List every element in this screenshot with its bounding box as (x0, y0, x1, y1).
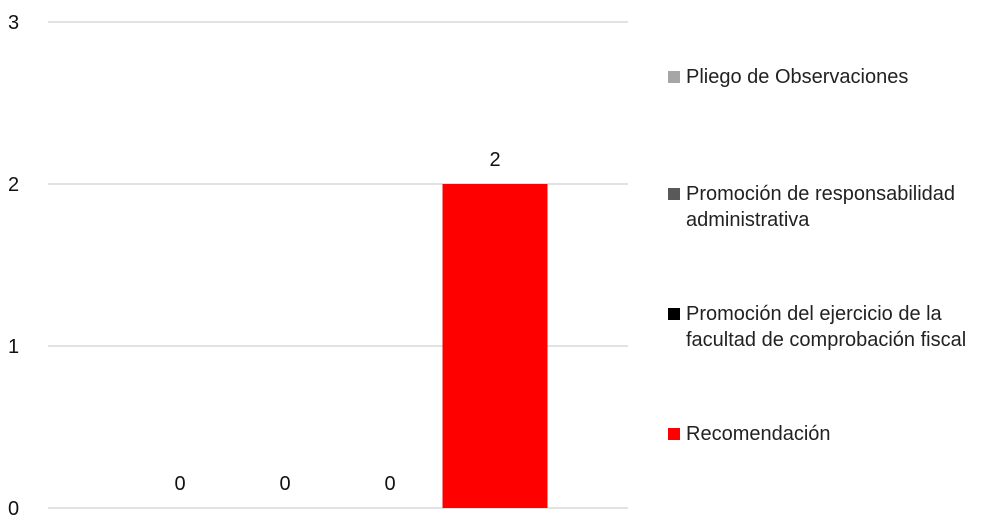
legend-swatch-promocion-responsabilidad (668, 188, 680, 200)
legend-item-promocion-responsabilidad: Promoción de responsabilidad administrat… (668, 181, 1000, 233)
y-tick-label: 1 (8, 336, 19, 358)
legend-label-promocion-responsabilidad: Promoción de responsabilidad administrat… (686, 183, 956, 231)
bar-chart: 0 1 2 3 0 0 0 2 (8, 12, 628, 515)
legend-label-promocion-ejercicio: Promoción del ejercicio de la facultad d… (686, 303, 967, 351)
legend-label-pliego: Pliego de Observaciones (686, 66, 909, 88)
y-tick-label: 2 (8, 174, 19, 196)
data-label-0: 0 (174, 473, 185, 495)
legend-item-pliego: Pliego de Observaciones (668, 64, 1000, 90)
legend-swatch-recomendacion (668, 428, 680, 440)
y-tick-label: 3 (8, 12, 19, 34)
legend-item-recomendacion: Recomendación (668, 421, 1000, 447)
data-label-3: 2 (489, 149, 500, 171)
data-label-2: 0 (384, 473, 395, 495)
legend-swatch-pliego (668, 71, 680, 83)
bar-3 (442, 184, 548, 508)
data-label-1: 0 (279, 473, 290, 495)
y-tick-label: 0 (8, 498, 19, 515)
legend-swatch-promocion-ejercicio (668, 308, 680, 320)
legend-label-recomendacion: Recomendación (686, 423, 831, 445)
y-axis-ticks: 0 1 2 3 (8, 12, 19, 515)
bars (442, 184, 548, 508)
data-labels: 0 0 0 2 (174, 149, 500, 495)
legend-item-promocion-ejercicio: Promoción del ejercicio de la facultad d… (668, 301, 1000, 353)
